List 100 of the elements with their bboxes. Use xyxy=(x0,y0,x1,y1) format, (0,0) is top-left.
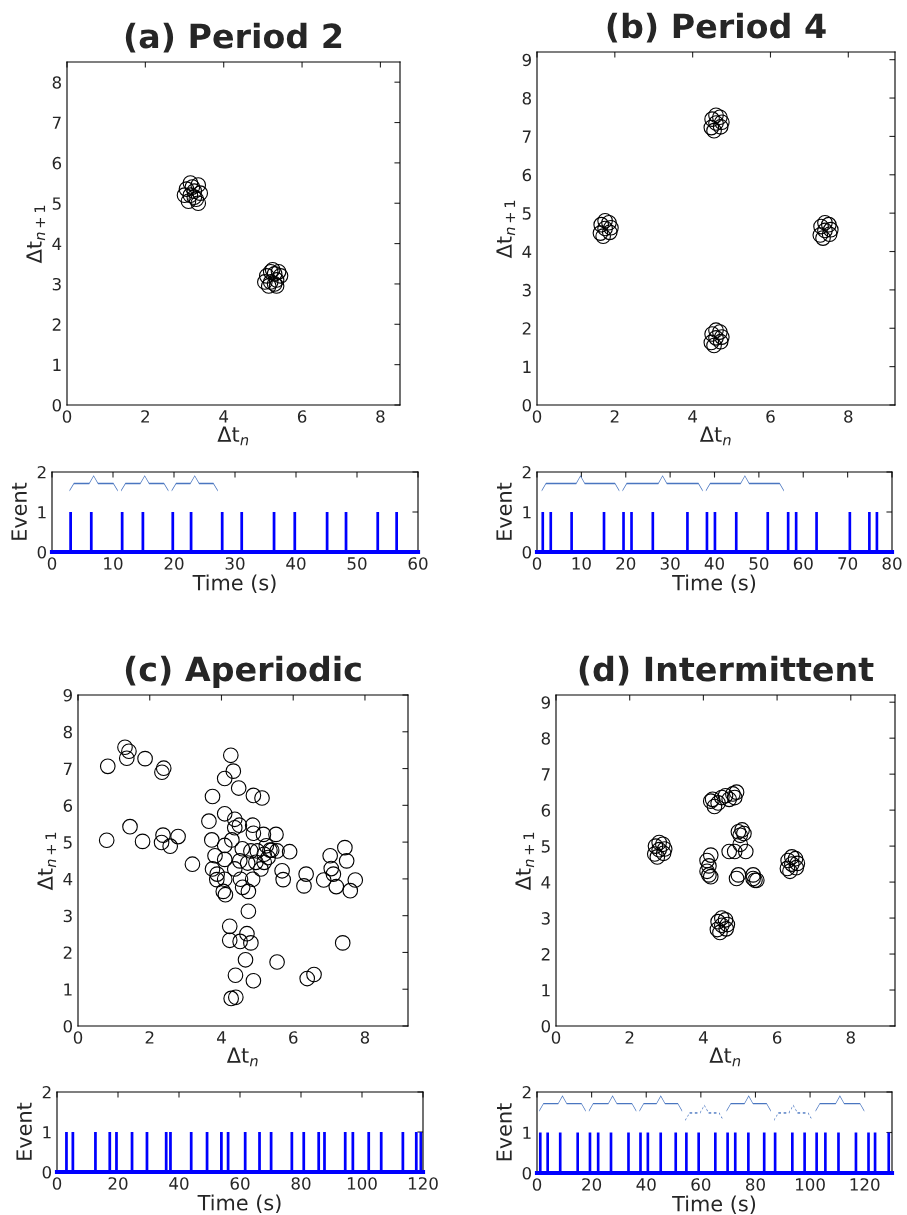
x-tick-label: 60 xyxy=(408,557,428,570)
x-tick-label: 80 xyxy=(745,1178,765,1191)
y-tick-label: 6 xyxy=(52,156,62,170)
y-tick-label: 2 xyxy=(63,946,72,959)
y-tick-label: 6 xyxy=(522,168,532,182)
y-tick-label: 0 xyxy=(522,545,532,559)
x-tick-label: 4 xyxy=(219,410,229,423)
y-tick-label: 0 xyxy=(522,398,532,412)
x-tick-label: 8 xyxy=(846,1031,855,1044)
x-axis-title: Δt$_{n}$ xyxy=(699,426,731,446)
x-tick-label: 30 xyxy=(225,557,245,570)
y-tick-label: 7 xyxy=(522,130,531,143)
x-tick-label: 40 xyxy=(169,1177,189,1190)
y-tick-label: 5 xyxy=(522,207,531,220)
y-tick-label: 6 xyxy=(63,799,73,812)
x-tick-label: 8 xyxy=(844,410,853,423)
y-tick-label: 9 xyxy=(63,688,72,702)
x-axis-title: Time (s) xyxy=(197,1194,281,1213)
y-tick-label: 5 xyxy=(63,836,72,849)
x-tick-label: 0 xyxy=(532,410,542,423)
x-tick-label: 40 xyxy=(704,557,724,570)
y-axis-title: Event xyxy=(496,482,512,540)
x-tick-label: 0 xyxy=(73,1031,83,1044)
chart-title: (a) Period 2 xyxy=(125,22,342,53)
x-tick-label: 8 xyxy=(376,410,385,423)
y-tick-label: 1 xyxy=(53,358,61,371)
x-tick-label: 80 xyxy=(882,557,902,570)
x-tick-label: 100 xyxy=(347,1177,377,1190)
chart-title: (c) Aperiodic xyxy=(125,655,361,689)
y-tick-label: 3 xyxy=(541,912,550,925)
y-tick-label: 1 xyxy=(43,1126,51,1139)
y-tick-label: 3 xyxy=(522,283,531,297)
x-axis-title: Δt$_{n}$ xyxy=(709,1047,741,1067)
y-tick-label: 0 xyxy=(42,1165,52,1179)
x-tick-label: 4 xyxy=(216,1031,226,1044)
y-tick-label: 1 xyxy=(523,1126,531,1139)
y-tick-label: 7 xyxy=(63,762,72,775)
y-axis-title: Δt$_{n+1}$ xyxy=(26,205,46,264)
x-tick-label: 6 xyxy=(772,1031,782,1044)
y-tick-label: 4 xyxy=(541,876,551,889)
x-tick-label: 60 xyxy=(691,1178,711,1191)
y-tick-label: 7 xyxy=(52,116,61,129)
y-tick-label: 1 xyxy=(523,506,531,519)
y-tick-label: 6 xyxy=(541,804,551,817)
x-tick-label: 0 xyxy=(532,1178,542,1191)
x-axis-title: Time (s) xyxy=(192,574,276,593)
x-tick-label: 40 xyxy=(286,557,306,570)
x-tick-label: 2 xyxy=(625,1031,634,1044)
y-tick-label: 2 xyxy=(522,322,531,335)
y-tick-label: 4 xyxy=(63,873,73,886)
y-axis-title: Event xyxy=(16,1102,32,1160)
y-tick-label: 2 xyxy=(52,318,61,331)
x-tick-label: 10 xyxy=(104,557,123,570)
y-tick-label: 0 xyxy=(522,1166,532,1180)
y-tick-label: 8 xyxy=(522,92,531,105)
y-tick-label: 2 xyxy=(37,465,46,479)
y-tick-label: 2 xyxy=(522,1085,531,1099)
y-tick-label: 3 xyxy=(63,909,72,923)
x-tick-label: 20 xyxy=(616,557,636,570)
x-tick-label: 40 xyxy=(636,1178,656,1191)
x-tick-label: 50 xyxy=(347,557,367,570)
y-tick-label: 3 xyxy=(52,277,61,291)
x-tick-label: 20 xyxy=(164,557,184,570)
y-tick-label: 4 xyxy=(52,237,62,250)
x-tick-label: 100 xyxy=(796,1178,825,1191)
x-tick-label: 120 xyxy=(408,1177,438,1190)
x-tick-label: 0 xyxy=(532,557,542,570)
x-tick-label: 20 xyxy=(108,1177,128,1190)
y-tick-label: 1 xyxy=(64,983,72,996)
x-tick-label: 60 xyxy=(230,1177,250,1190)
y-tick-label: 8 xyxy=(63,725,72,739)
x-tick-label: 6 xyxy=(297,410,307,423)
y-tick-label: 2 xyxy=(522,465,531,479)
x-tick-label: 2 xyxy=(145,1031,154,1044)
x-tick-label: 2 xyxy=(141,410,149,423)
x-tick-label: 50 xyxy=(749,557,769,570)
y-tick-label: 2 xyxy=(541,948,550,961)
y-axis-title: Δt$_{n+1}$ xyxy=(37,832,57,891)
y-tick-label: 0 xyxy=(541,1019,551,1033)
x-tick-label: 30 xyxy=(660,557,680,570)
y-tick-label: 0 xyxy=(52,398,62,412)
y-tick-label: 8 xyxy=(541,732,550,745)
chart-title: (b) Period 4 xyxy=(607,12,826,43)
x-tick-label: 70 xyxy=(838,557,858,570)
y-axis-title: Event xyxy=(496,1103,512,1161)
x-axis-title: Time (s) xyxy=(672,574,756,593)
y-tick-label: 8 xyxy=(52,76,61,89)
y-tick-label: 2 xyxy=(42,1085,51,1099)
x-tick-label: 20 xyxy=(582,1178,602,1191)
y-tick-label: 4 xyxy=(522,245,532,258)
chart-title: (d) Intermittent xyxy=(579,655,874,686)
y-tick-label: 1 xyxy=(523,360,531,373)
x-tick-label: 120 xyxy=(850,1178,880,1191)
y-tick-label: 0 xyxy=(63,1019,73,1033)
x-tick-label: 80 xyxy=(291,1177,311,1190)
y-tick-label: 1 xyxy=(38,506,46,519)
y-tick-label: 0 xyxy=(37,545,47,559)
y-tick-label: 9 xyxy=(541,696,550,709)
x-tick-label: 6 xyxy=(766,410,775,423)
y-tick-label: 1 xyxy=(542,984,550,997)
